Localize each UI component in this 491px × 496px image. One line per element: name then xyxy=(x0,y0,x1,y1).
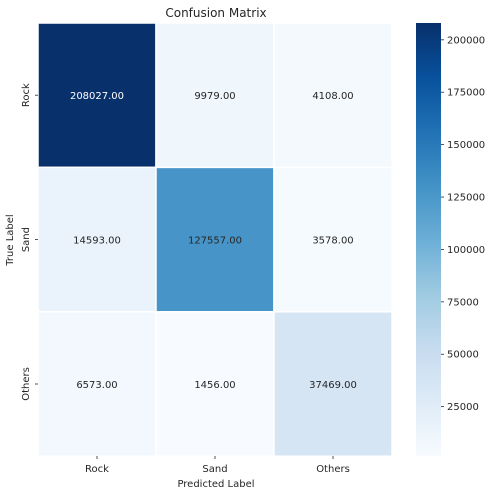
y-tick-labels: Rock Sand Others xyxy=(21,83,38,401)
colorbar-tick-label: 50000 xyxy=(447,350,479,361)
heatmap-cell-sand-rock xyxy=(37,166,157,313)
x-tick-label-rock: Rock xyxy=(85,464,109,475)
colorbar-tick-label: 125000 xyxy=(447,193,485,204)
heatmap-cell-rock-rock xyxy=(37,22,157,169)
cell-value-label: 6573.00 xyxy=(76,380,117,391)
chart-title: Confusion Matrix xyxy=(165,6,266,20)
heatmap-grid xyxy=(37,22,393,457)
x-tick-label-sand: Sand xyxy=(202,464,227,475)
colorbar-tick-label: 100000 xyxy=(447,245,485,256)
cell-value-label: 14593.00 xyxy=(73,236,121,247)
y-tick-label-rock: Rock xyxy=(21,83,32,107)
y-axis-label: True Label xyxy=(5,214,16,266)
cell-value-label: 1456.00 xyxy=(194,380,235,391)
colorbar-tick-label: 175000 xyxy=(447,88,485,99)
cell-annotations: 208027.00 9979.00 4108.00 14593.00 127557.00… xyxy=(70,91,357,391)
heatmap-cell-sand-sand xyxy=(155,166,275,313)
cell-value-label: 37469.00 xyxy=(309,380,357,391)
x-axis-label: Predicted Label xyxy=(177,479,254,490)
colorbar-tick-label: 75000 xyxy=(447,297,479,308)
x-tick-labels: Rock Sand Others xyxy=(85,456,350,475)
heatmap-cell-rock-sand xyxy=(155,22,275,169)
colorbar xyxy=(416,23,441,456)
heatmap-cell-sand-others xyxy=(273,166,393,313)
x-tick-label-others: Others xyxy=(316,464,350,475)
cell-value-label: 4108.00 xyxy=(312,91,353,102)
y-tick-label-others: Others xyxy=(21,367,32,401)
colorbar-tick-label: 200000 xyxy=(447,35,485,46)
cell-value-label: 127557.00 xyxy=(188,236,242,247)
colorbar-ticks: 25000 50000 75000 100000 125000 150000 175000 2… xyxy=(441,35,485,413)
colorbar-tick-label: 150000 xyxy=(447,140,485,151)
y-tick-label-sand: Sand xyxy=(21,227,32,252)
cell-value-label: 3578.00 xyxy=(312,236,353,247)
heatmap-cell-rock-others xyxy=(273,22,393,169)
cell-value-label: 9979.00 xyxy=(194,91,235,102)
colorbar-tick-label: 25000 xyxy=(447,402,479,413)
heatmap-cell-others-sand xyxy=(155,311,275,457)
cell-value-label: 208027.00 xyxy=(70,91,124,102)
